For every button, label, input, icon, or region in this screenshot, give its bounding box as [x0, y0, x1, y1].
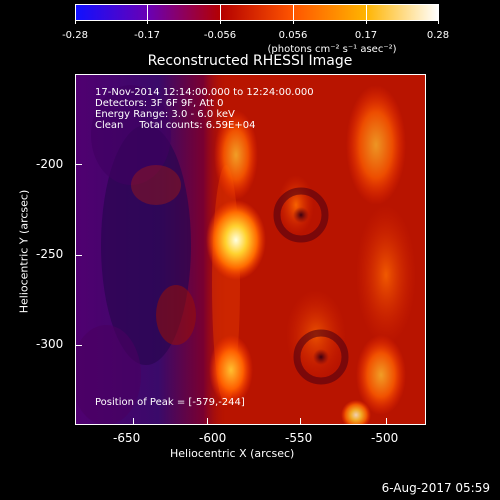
colorbar-tick-label: -0.28	[62, 30, 88, 41]
heatmap-plot: 17-Nov-2014 12:14:00.000 to 12:24:00.000…	[75, 74, 426, 425]
energy-range-info: Energy Range: 3.0 - 6.0 keV	[95, 109, 235, 120]
x-axis-label: Heliocentric X (arcsec)	[170, 447, 295, 460]
y-tick-label: -250	[36, 247, 64, 261]
chart-title: Reconstructed RHESSI Image	[147, 53, 353, 69]
colorbar-tick	[366, 4, 367, 24]
colorbar-tick	[220, 4, 221, 24]
x-tick-label: -500	[371, 431, 399, 445]
x-tick-mark	[207, 418, 208, 424]
x-tick-mark	[300, 418, 301, 424]
x-tick-label: -650	[113, 431, 141, 445]
y-tick-label: -200	[36, 157, 64, 171]
colorbar-units-label: (photons cm⁻² s⁻¹ asec⁻²)	[267, 44, 397, 55]
colorbar-tick	[147, 4, 148, 24]
y-axis-label: Heliocentric Y (arcsec)	[17, 189, 31, 314]
heatmap-image	[76, 75, 425, 424]
colorbar-tick-label: 0.28	[426, 30, 450, 41]
colorbar-tick-label: -0.17	[134, 30, 160, 41]
peak-position-label: Position of Peak = [-579,-244]	[95, 397, 245, 408]
colorbar-tick	[293, 4, 294, 24]
y-tick-mark	[76, 255, 82, 256]
colorbar-tick	[75, 4, 76, 24]
x-tick-label: -600	[199, 431, 227, 445]
y-tick-mark	[76, 164, 82, 165]
colorbar-gradient	[75, 4, 439, 21]
colorbar-tick	[438, 4, 439, 24]
colorbar: -0.28 -0.17 -0.056 0.056 0.17 0.28 (phot…	[62, 4, 449, 55]
render-timestamp: 6-Aug-2017 05:59	[381, 481, 490, 495]
x-tick-mark	[386, 418, 387, 424]
colorbar-tick-label: -0.056	[203, 30, 237, 41]
observation-time: 17-Nov-2014 12:14:00.000 to 12:24:00.000	[95, 87, 314, 98]
colorbar-tick-label: 0.056	[278, 30, 308, 41]
x-tick-label: -550	[285, 431, 313, 445]
colorbar-tick-label: 0.17	[354, 30, 378, 41]
x-tick-mark	[133, 418, 134, 424]
y-tick-mark	[76, 345, 82, 346]
detectors-info: Detectors: 3F 6F 9F, Att 0	[95, 98, 224, 109]
clean-counts-info: Clean Total counts: 6.59E+04	[95, 120, 256, 131]
y-tick-label: -300	[36, 337, 64, 351]
